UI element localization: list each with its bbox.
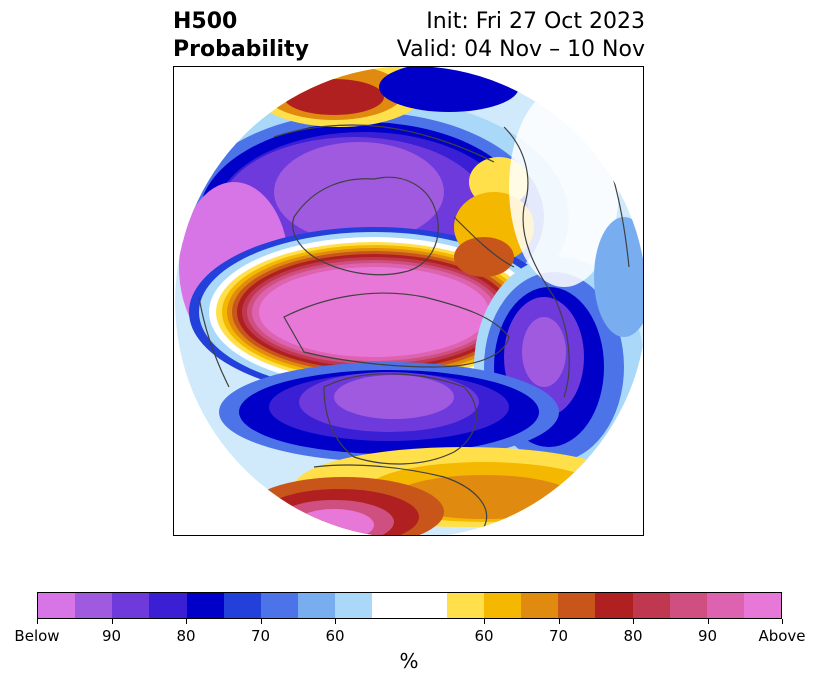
colorbar-segment: [223, 593, 261, 618]
colorbar-tick-label: 80: [623, 627, 643, 645]
colorbar-segment: [743, 593, 782, 618]
colorbar-segment: [38, 593, 76, 618]
colorbar-tick-mark: [111, 619, 113, 624]
colorbar-unit-label: %: [399, 649, 419, 673]
colorbar-segment: [521, 593, 559, 618]
colorbar-segment: [186, 593, 224, 618]
colorbar-segment: [260, 593, 299, 618]
colorbar-tick-mark: [782, 619, 783, 624]
below-anomaly-south: [219, 362, 559, 462]
colorbar-segment: [706, 593, 744, 618]
colorbar-tick-mark: [707, 619, 709, 624]
polar-map-frame: [173, 66, 644, 536]
colorbar-tick-label: 70: [250, 627, 271, 645]
colorbar-tick-mark: [558, 619, 560, 624]
colorbar-segment: [632, 593, 670, 618]
colorbar-segment: [75, 593, 113, 618]
map-dates: Init: Fri 27 Oct 2023 Valid: 04 Nov – 10…: [397, 8, 645, 64]
colorbar-tick-label: 60: [325, 627, 345, 645]
colorbar-segment: [409, 593, 447, 618]
colorbar-segment: [149, 593, 187, 618]
colorbar-tick-label: 80: [176, 627, 196, 645]
colorbar-segment: [483, 593, 522, 618]
colorbar-segment: [558, 593, 596, 618]
valid-range: Valid: 04 Nov – 10 Nov: [396, 37, 645, 62]
colorbar-segment: [372, 593, 410, 618]
map-disk: [175, 67, 643, 535]
colorbar-segment: [112, 593, 150, 618]
colorbar-tick-label: 60: [474, 627, 494, 645]
colorbar-tick-mark: [186, 619, 187, 624]
colorbar-segment: [298, 593, 336, 618]
map-title: H500 Probability: [173, 8, 309, 64]
colorbar-tick-mark: [484, 619, 485, 624]
above-anomaly-central: [189, 227, 559, 397]
colorbar-tick-label: 70: [548, 627, 569, 645]
colorbar-segment: [669, 593, 707, 618]
coastlines: [198, 124, 630, 528]
colorbar-tick-mark: [260, 619, 262, 624]
colorbar-tick-mark: [37, 619, 38, 624]
probability-colorbar: [37, 592, 782, 619]
colorbar-tick-label: Above: [758, 627, 806, 645]
probability-map: [175, 67, 643, 535]
colorbar-tick-mark: [335, 619, 336, 624]
colorbar-tick-label: 90: [697, 627, 718, 645]
title-variable: H500: [173, 9, 238, 34]
init-date: Init: Fri 27 Oct 2023: [426, 9, 645, 34]
title-product: Probability: [173, 37, 309, 62]
colorbar-segment: [335, 593, 373, 618]
colorbar-tick-mark: [633, 619, 634, 624]
colorbar-tick-label: 90: [101, 627, 122, 645]
colorbar-segment: [595, 593, 633, 618]
colorbar-segment: [446, 593, 484, 618]
colorbar-tick-label: Below: [14, 627, 60, 645]
